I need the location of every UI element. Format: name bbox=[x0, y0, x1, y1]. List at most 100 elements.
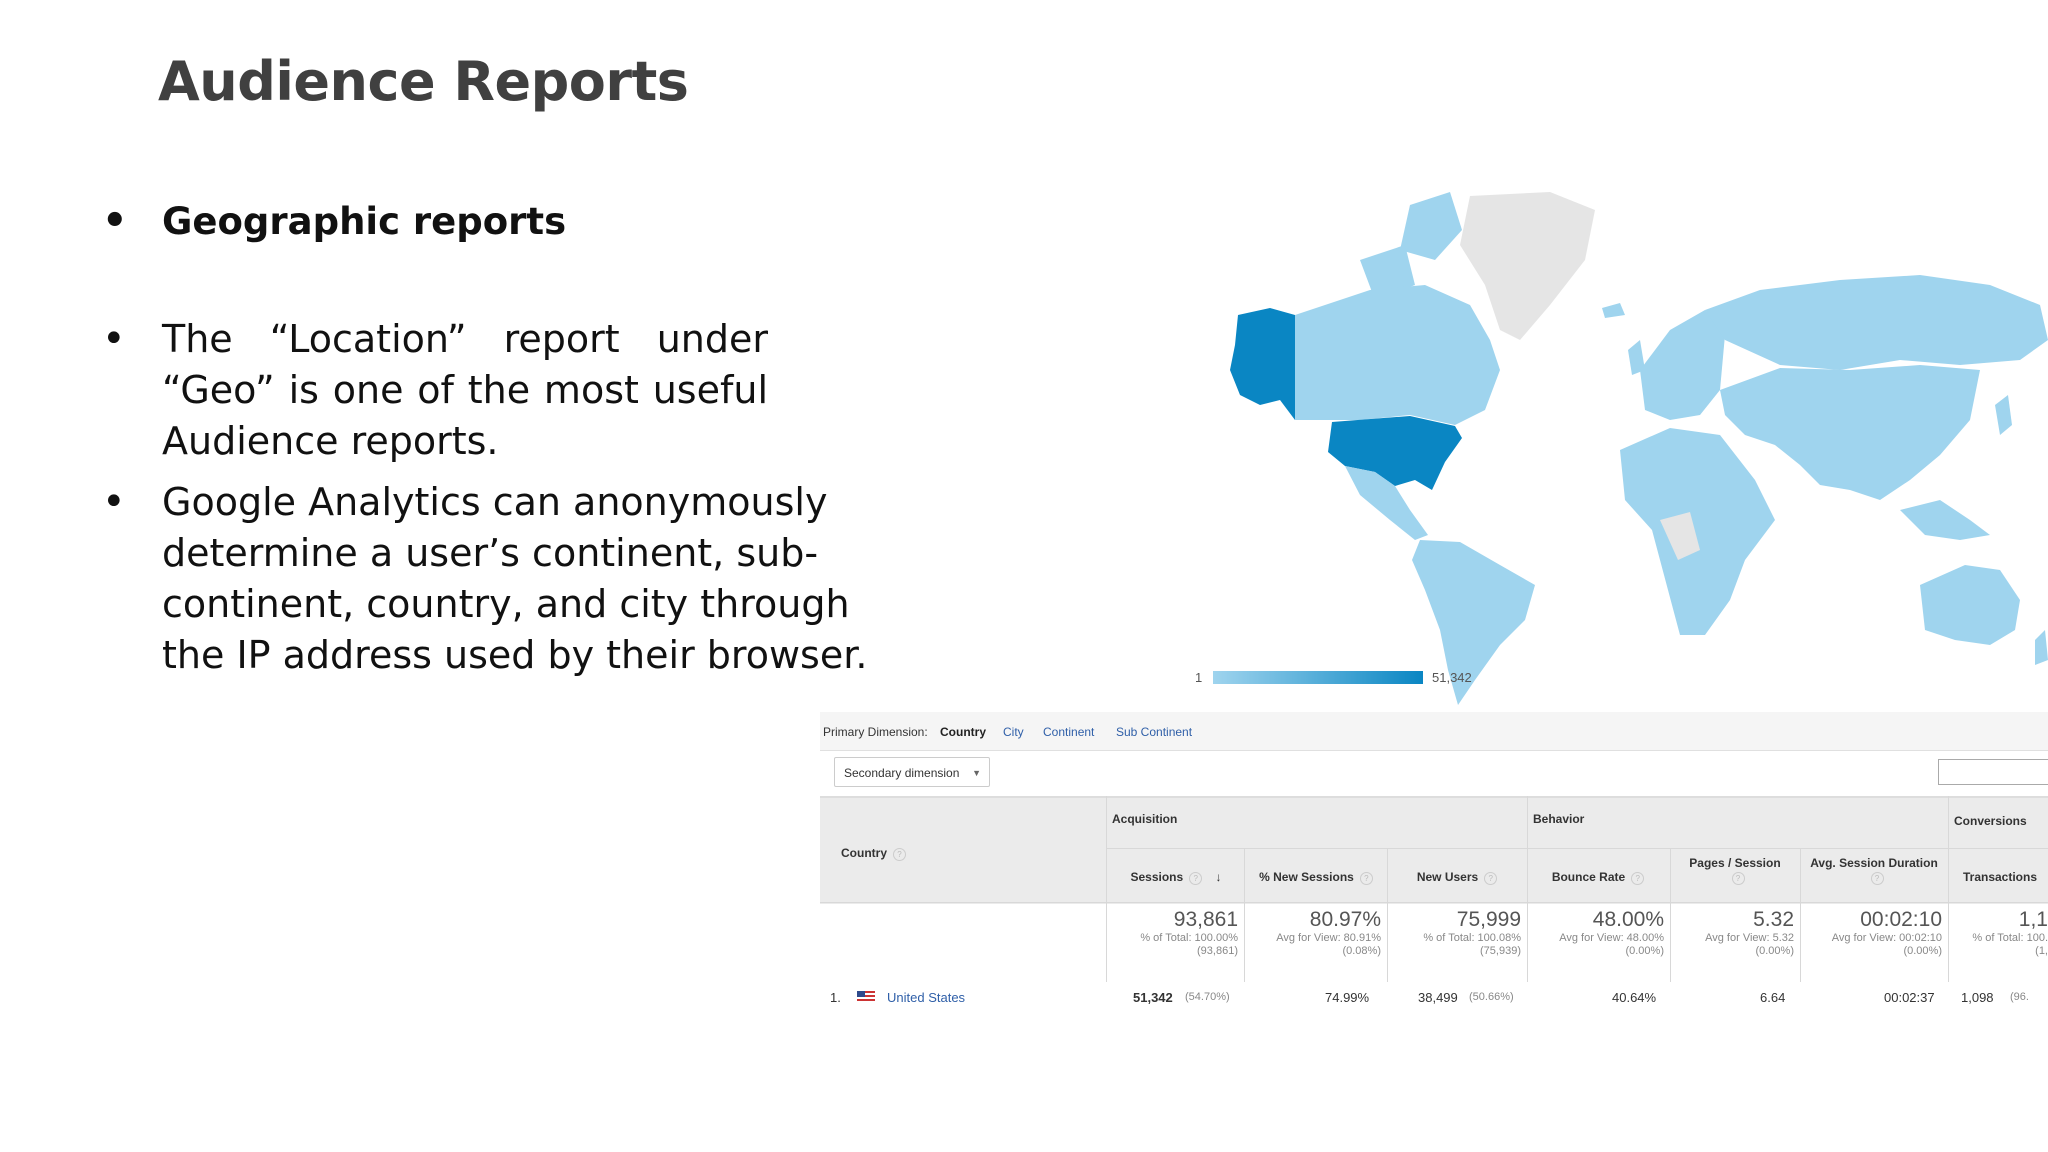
map-region-arctic-islands bbox=[1400, 192, 1462, 260]
total-transactions: 1,1 % of Total: 100. (1, bbox=[1948, 908, 2048, 958]
map-legend-min: 1 bbox=[1195, 670, 1203, 685]
help-icon: ? bbox=[1731, 872, 1745, 885]
row-pages-session: 6.64 bbox=[1760, 990, 1786, 1005]
row-transactions: 1,098 bbox=[1961, 990, 1994, 1005]
analytics-table: Acquisition Behavior Conversions Country… bbox=[820, 796, 2048, 1012]
primary-dimension-label: Primary Dimension: bbox=[823, 725, 928, 739]
total-value: 80.97% bbox=[1309, 908, 1381, 931]
world-map[interactable] bbox=[1200, 190, 2048, 710]
total-sub: % of Total: 100.00% bbox=[1140, 932, 1238, 944]
bullet-location-report: The “Location” report under “Geo” is one… bbox=[100, 314, 768, 467]
row-country-link[interactable]: United States bbox=[887, 990, 966, 1005]
column-bounce-rate[interactable]: Bounce Rate? bbox=[1532, 870, 1664, 885]
bullet-geographic-reports: Geographic reports bbox=[100, 196, 800, 247]
column-country[interactable]: Country? bbox=[841, 846, 906, 861]
total-sub: Avg for View: 00:02:10 bbox=[1831, 932, 1942, 944]
column-country-label: Country bbox=[841, 846, 887, 860]
bullet-list: Geographic reports The “Location” report… bbox=[100, 196, 867, 681]
map-region-russia bbox=[1705, 275, 2048, 370]
total-bounce-rate: 48.00% Avg for View: 48.00% (0.00%) bbox=[1527, 908, 1664, 958]
map-region-africa-nodata bbox=[1660, 512, 1700, 560]
map-region-japan bbox=[1995, 395, 2012, 435]
total-value: 48.00% bbox=[1592, 908, 1664, 931]
map-region-australia bbox=[1920, 565, 2020, 645]
row-index: 1. bbox=[830, 990, 841, 1005]
column-pages-session[interactable]: Pages / Session? bbox=[1672, 856, 1798, 885]
group-acquisition: Acquisition bbox=[1112, 812, 1178, 826]
column-transactions-label: Transactions bbox=[1962, 870, 2038, 884]
group-behavior: Behavior bbox=[1533, 812, 1585, 826]
total-sub: (1, bbox=[2035, 945, 2048, 957]
help-icon: ? bbox=[1189, 872, 1203, 885]
row-new-sessions: 74.99% bbox=[1325, 990, 1370, 1005]
total-value: 93,861 bbox=[1173, 908, 1238, 931]
help-icon: ? bbox=[1359, 872, 1373, 885]
row-bounce-rate: 40.64% bbox=[1612, 990, 1657, 1005]
column-bounce-rate-label: Bounce Rate bbox=[1551, 870, 1626, 884]
map-region-mexico bbox=[1345, 466, 1428, 540]
column-new-sessions-label: % New Sessions bbox=[1259, 870, 1354, 884]
row-duration: 00:02:37 bbox=[1884, 990, 1935, 1005]
total-sub: Avg for View: 5.32 bbox=[1705, 932, 1794, 944]
total-sub: (0.00%) bbox=[1625, 945, 1664, 957]
table-search-input[interactable] bbox=[1938, 759, 2048, 785]
map-region-greenland bbox=[1460, 192, 1595, 340]
map-region-iceland bbox=[1602, 303, 1625, 318]
total-sub: (93,861) bbox=[1197, 945, 1238, 957]
total-sub: % of Total: 100.08% bbox=[1423, 932, 1521, 944]
dimension-sub-continent[interactable]: Sub Continent bbox=[1116, 725, 1193, 739]
group-conversions: Conversions bbox=[1954, 814, 2027, 828]
row-sessions: 51,342 bbox=[1133, 990, 1173, 1005]
primary-dimension-bar: Primary Dimension: Country City Continen… bbox=[820, 712, 2048, 751]
row-transactions-pct: (96. bbox=[2010, 991, 2029, 1003]
map-region-europe bbox=[1640, 310, 1725, 420]
analytics-panel: Primary Dimension: Country City Continen… bbox=[820, 712, 2048, 1012]
dimension-city[interactable]: City bbox=[1003, 725, 1024, 739]
total-new-users: 75,999 % of Total: 100.08% (75,939) bbox=[1387, 908, 1521, 958]
total-sub: (0.00%) bbox=[1903, 945, 1942, 957]
help-icon: ? bbox=[1484, 872, 1498, 885]
map-region-alaska bbox=[1230, 308, 1295, 420]
total-sub: Avg for View: 80.91% bbox=[1276, 932, 1381, 944]
total-sub: (0.00%) bbox=[1755, 945, 1794, 957]
map-legend-bar bbox=[1213, 671, 1423, 684]
map-region-uk bbox=[1628, 340, 1645, 375]
total-sessions: 93,861 % of Total: 100.00% (93,861) bbox=[1106, 908, 1238, 958]
total-new-sessions: 80.97% Avg for View: 80.91% (0.08%) bbox=[1244, 908, 1381, 958]
secondary-dimension-dropdown[interactable]: Secondary dimension ▼ bbox=[834, 757, 990, 787]
column-transactions[interactable]: Transactions bbox=[1950, 870, 2048, 884]
slide-title: Audience Reports bbox=[158, 50, 689, 113]
total-pages-session: 5.32 Avg for View: 5.32 (0.00%) bbox=[1670, 908, 1794, 958]
map-region-southeast-asia bbox=[1900, 500, 1990, 540]
column-avg-session-duration-label: Avg. Session Duration bbox=[1810, 856, 1938, 870]
column-sessions-label: Sessions bbox=[1130, 870, 1184, 884]
column-new-sessions[interactable]: % New Sessions? bbox=[1250, 870, 1382, 885]
help-icon: ? bbox=[1631, 872, 1645, 885]
map-region-south-america bbox=[1412, 540, 1535, 705]
us-flag-icon bbox=[857, 991, 875, 1003]
column-pages-session-label: Pages / Session bbox=[1689, 856, 1781, 870]
column-new-users[interactable]: New Users? bbox=[1392, 870, 1522, 885]
row-sessions-pct: (54.70%) bbox=[1185, 991, 1230, 1003]
total-sub: Avg for View: 48.00% bbox=[1559, 932, 1664, 944]
table-row[interactable]: 1. United States 51,342 (54.70%) 74.99% … bbox=[820, 982, 2048, 1012]
total-sub: (75,939) bbox=[1480, 945, 1521, 957]
map-region-new-zealand bbox=[2035, 630, 2048, 665]
map-region-asia bbox=[1720, 365, 1980, 500]
column-sessions[interactable]: Sessions? ↓ bbox=[1120, 870, 1232, 885]
sort-down-arrow-icon: ↓ bbox=[1215, 870, 1222, 884]
help-icon: ? bbox=[1870, 872, 1884, 885]
table-header bbox=[820, 796, 2048, 904]
map-region-canada bbox=[1295, 285, 1500, 425]
column-avg-session-duration[interactable]: Avg. Session Duration? bbox=[1802, 856, 1946, 885]
map-region-united-states bbox=[1328, 416, 1462, 490]
dimension-country[interactable]: Country bbox=[940, 725, 986, 739]
map-region-africa bbox=[1620, 428, 1775, 635]
total-avg-session-duration: 00:02:10 Avg for View: 00:02:10 (0.00%) bbox=[1800, 908, 1942, 958]
total-sub: % of Total: 100. bbox=[1972, 932, 2048, 944]
dimension-continent[interactable]: Continent bbox=[1043, 725, 1095, 739]
map-region-arctic-islands-2 bbox=[1360, 245, 1415, 300]
caret-down-icon: ▼ bbox=[972, 768, 981, 778]
world-map-svg bbox=[1230, 192, 2048, 705]
help-icon: ? bbox=[893, 848, 906, 861]
